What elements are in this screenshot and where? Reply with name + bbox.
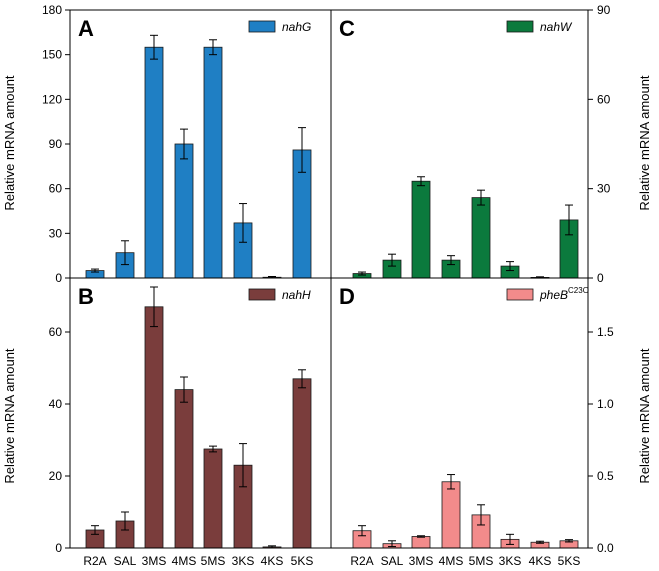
bar-d-4ms	[441, 481, 461, 549]
bar-a-4ms	[174, 143, 194, 279]
legend-label-c: nahW	[540, 20, 573, 34]
legend-swatch-c	[506, 20, 534, 33]
x-tick-label-b-sal: SAL	[114, 554, 137, 568]
x-tick-label-b-4ks: 4KS	[261, 554, 284, 568]
y-tick-label-c-30: 30	[597, 182, 611, 196]
x-tick-label-d-5ks: 5KS	[558, 554, 581, 568]
x-tick-label-b-3ms: 3MS	[142, 554, 167, 568]
x-tick-label-d-3ms: 3MS	[409, 554, 434, 568]
y-tick-label-c-90: 90	[597, 3, 611, 17]
x-tick-label-d-4ms: 4MS	[439, 554, 464, 568]
y-tick-label-d-1.0: 1.0	[597, 397, 614, 411]
y-tick-label-a-150: 150	[42, 48, 62, 62]
y-axis-label-left-top: Relative mRNA amount	[2, 75, 17, 210]
legend-swatch-d	[506, 288, 534, 301]
y-axis-label-left-bottom: Relative mRNA amount	[2, 348, 17, 483]
y-axis-label-right-top: Relative mRNA amount	[637, 75, 652, 210]
bar-b-3ms	[144, 306, 164, 549]
y-tick-label-c-60: 60	[597, 92, 611, 106]
legend-label-b: nahH	[282, 288, 311, 302]
y-tick-label-a-30: 30	[49, 226, 63, 240]
x-tick-label-b-4ms: 4MS	[172, 554, 197, 568]
x-tick-label-d-r2a: R2A	[350, 554, 373, 568]
legend-swatch-a	[248, 20, 276, 33]
panel-letter-a: A	[78, 16, 94, 41]
y-tick-label-d-1.5: 1.5	[597, 325, 614, 339]
panel-letter-c: C	[339, 16, 355, 41]
bar-a-5ms	[203, 46, 223, 279]
bar-b-4ms	[174, 389, 194, 549]
bar-b-5ks	[292, 378, 312, 549]
x-tick-label-b-5ms: 5MS	[201, 554, 226, 568]
y-tick-label-b-40: 40	[49, 397, 63, 411]
legend-label-a: nahG	[282, 20, 311, 34]
y-tick-label-c-0: 0	[597, 271, 604, 285]
x-tick-label-d-sal: SAL	[381, 554, 404, 568]
y-tick-label-a-90: 90	[49, 137, 63, 151]
y-tick-label-a-120: 120	[42, 92, 62, 106]
x-tick-label-d-3ks: 3KS	[499, 554, 522, 568]
y-tick-label-b-0: 0	[55, 541, 62, 555]
y-tick-label-a-180: 180	[42, 3, 62, 17]
x-tick-label-d-5ms: 5MS	[469, 554, 494, 568]
bar-a-3ms	[144, 46, 164, 279]
panel-letter-d: D	[339, 284, 355, 309]
legend-swatch-b	[248, 288, 276, 301]
bar-c-3ms	[411, 180, 431, 279]
y-tick-label-d-0.0: 0.0	[597, 541, 614, 555]
x-tick-label-b-5ks: 5KS	[291, 554, 314, 568]
y-tick-label-b-20: 20	[49, 469, 63, 483]
panels: 0 30 60 90 120 150 180 A nahG 0 30 60 90 C nahW 0 20 40 60…	[42, 3, 614, 568]
plot-frame	[69, 9, 589, 549]
x-tick-label-b-3ks: 3KS	[232, 554, 255, 568]
legend-superscript-d: C23O	[568, 286, 589, 295]
y-tick-label-b-60: 60	[49, 325, 63, 339]
y-axis-label-right-bottom: Relative mRNA amount	[637, 348, 652, 483]
y-tick-label-a-60: 60	[49, 182, 63, 196]
y-tick-label-a-0: 0	[55, 271, 62, 285]
x-tick-label-d-4ks: 4KS	[529, 554, 552, 568]
bar-d-3ms	[411, 536, 431, 549]
legend-label-d: pheBC23O	[539, 286, 589, 302]
bar-c-5ms	[471, 197, 491, 279]
y-tick-label-d-0.5: 0.5	[597, 469, 614, 483]
x-tick-label-b-r2a: R2A	[83, 554, 106, 568]
panel-letter-b: B	[78, 284, 94, 309]
bar-b-5ms	[203, 448, 223, 549]
